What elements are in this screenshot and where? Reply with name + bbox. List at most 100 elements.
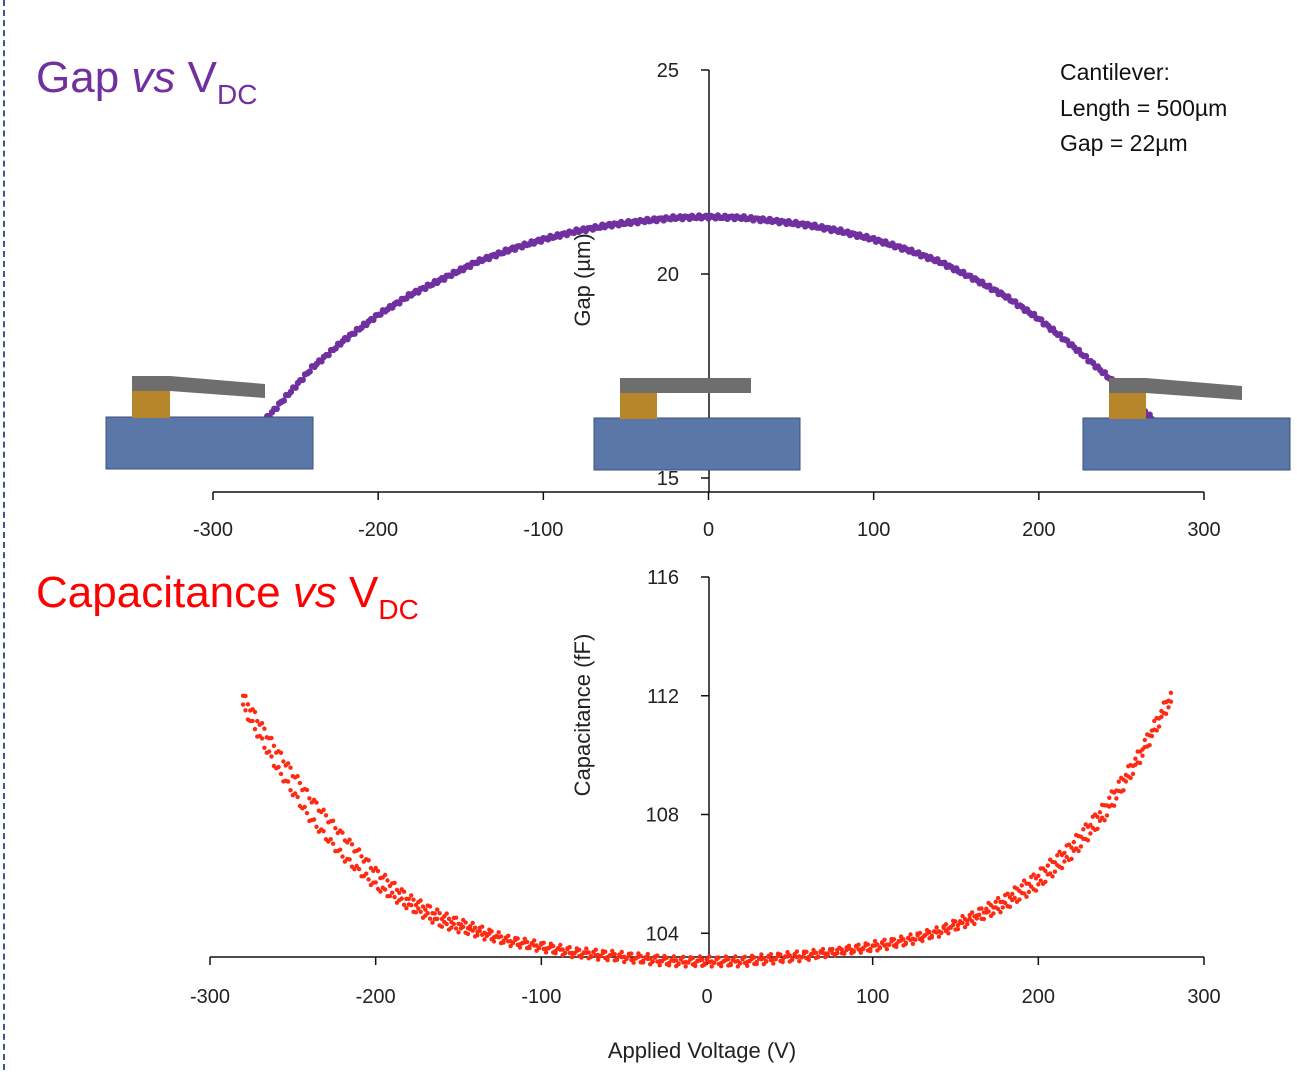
chart2-series-1-point (650, 959, 655, 964)
chart2-series-1-point (276, 764, 281, 770)
chart2-x-axis-label: Applied Voltage (V) (608, 1038, 796, 1063)
chart2-series-0-point (278, 750, 284, 755)
chart2-series-1-point (977, 912, 982, 917)
chart2-series-1-point (981, 916, 987, 922)
chart2-series-1-point (1026, 889, 1032, 895)
chart1-xtick-label: -100 (523, 519, 563, 541)
chart2-series-1-point (330, 841, 336, 846)
chart2-series-1-point (267, 749, 272, 754)
chart2-series-1-point (991, 911, 996, 916)
chart1-series-0-point (1082, 352, 1090, 360)
chart2-series-0-point (1097, 810, 1103, 815)
inset-left-anchor (132, 391, 170, 418)
chart2-series-1-point (688, 957, 693, 962)
chart1-title-v: V (175, 53, 217, 102)
chart2-series-1-point (626, 953, 632, 958)
chart2-series-1-point (889, 939, 894, 944)
chart2-series-1-point (749, 956, 755, 961)
chart2-series-1-point (1007, 904, 1013, 909)
chart2-series-0-point (245, 702, 251, 707)
chart2-series-1-point (683, 964, 688, 969)
chart2-series-1-point (302, 804, 307, 810)
chart2-series-1-point (856, 947, 861, 952)
chart2-series-1-point (1050, 874, 1055, 879)
chart2-series-0-point (243, 693, 248, 699)
chart2-series-1-point (480, 932, 485, 937)
chart2-series-1-point (723, 957, 729, 963)
chart2-series-0-point (385, 878, 390, 883)
chart2-series-1-point (404, 906, 409, 911)
chart2-series-1-point (401, 902, 407, 907)
chart2-series-1-point (311, 817, 317, 822)
chart1-xtick-label: 0 (703, 519, 714, 541)
chart2-series-0-point (1069, 845, 1074, 850)
chart2-series-1-point (995, 906, 1001, 912)
chart2-ytick-label: 112 (647, 686, 679, 708)
chart2-series-0-point (446, 916, 452, 921)
chart2-series-0-point (262, 726, 267, 731)
annotation-line3: Gap = 22µm (1060, 130, 1188, 156)
chart2-series-1-point (842, 950, 847, 956)
chart2-series-1-point (482, 937, 487, 942)
chart2-title-sub: DC (378, 594, 418, 625)
chart2-series-1-point (851, 948, 856, 953)
chart2-series-1-point (728, 962, 733, 968)
chart2-series-0-point (1095, 814, 1100, 820)
chart2-series-0-point (472, 925, 478, 930)
chart2-series-1-point (527, 945, 532, 951)
chart2-series-1-point (775, 954, 781, 959)
chart2-series-0-point (645, 951, 650, 957)
chart2-series-0-point (1133, 756, 1138, 761)
chart1-ytick-label: 20 (657, 264, 679, 286)
chart2-series-1-point (827, 947, 833, 952)
chart1-series-0-point (1101, 369, 1109, 376)
chart2-series-0-point (401, 889, 407, 894)
chart2-series-1-point (1121, 788, 1126, 793)
chart2-series-1-point (517, 945, 523, 950)
chart2-series-1-point (662, 956, 667, 962)
chart2-series-1-point (356, 866, 362, 872)
chart2-series-1-point (579, 955, 584, 960)
chart2-series-0-point (349, 842, 355, 847)
chart2-series-0-point (1045, 863, 1051, 868)
chart2-series-1-point (304, 810, 310, 816)
chart1-xtick-label: 200 (1022, 519, 1055, 541)
chart2-series-1-point (427, 916, 433, 921)
chart2-series-0-point (1088, 822, 1093, 828)
chart2-series-0-point (785, 950, 790, 955)
chart1-title-vs: vs (131, 53, 175, 102)
chart2-series-0-point (480, 924, 485, 929)
chart2-series-1-point (285, 779, 291, 784)
chart2-series-0-point (1081, 827, 1086, 832)
chart2-series-0-point (953, 919, 958, 924)
chart2-series-0-point (1107, 795, 1112, 800)
chart2-series-1-point (884, 946, 890, 952)
chart2-series-1-point (536, 945, 542, 951)
chart2-series-1-point (950, 922, 956, 928)
chart2-series-1-point (714, 957, 719, 962)
chart2-series-0-point (1031, 872, 1036, 877)
inset-left-beam (132, 376, 265, 398)
chart2-series-1-point (522, 940, 527, 945)
chart2-series-1-point (794, 955, 800, 960)
chart2-series-1-point (711, 960, 717, 966)
inset-right-substrate (1082, 417, 1291, 471)
chart2-series-0-point (288, 765, 293, 770)
chart2-series-1-point (378, 889, 383, 894)
chart2-series-1-point (584, 950, 589, 955)
chart2-series-0-point (1036, 873, 1041, 878)
chart2-series-1-point (470, 928, 475, 933)
chart2-series-1-point (754, 961, 759, 967)
chart2-series-1-point (1012, 895, 1017, 901)
chart2-series-0-point (979, 906, 984, 911)
chart2-series-1-point (558, 947, 563, 952)
chart2-series-1-point (936, 934, 942, 939)
chart2-series-0-point (375, 868, 381, 874)
chart2-series-1-point (243, 708, 248, 713)
chart2-series (240, 690, 1174, 969)
chart2-series-1-point (939, 930, 944, 936)
chart2-series-0-point (934, 925, 939, 930)
chart2-series-1-point (501, 940, 506, 945)
chart2-series-1-point (986, 909, 991, 914)
